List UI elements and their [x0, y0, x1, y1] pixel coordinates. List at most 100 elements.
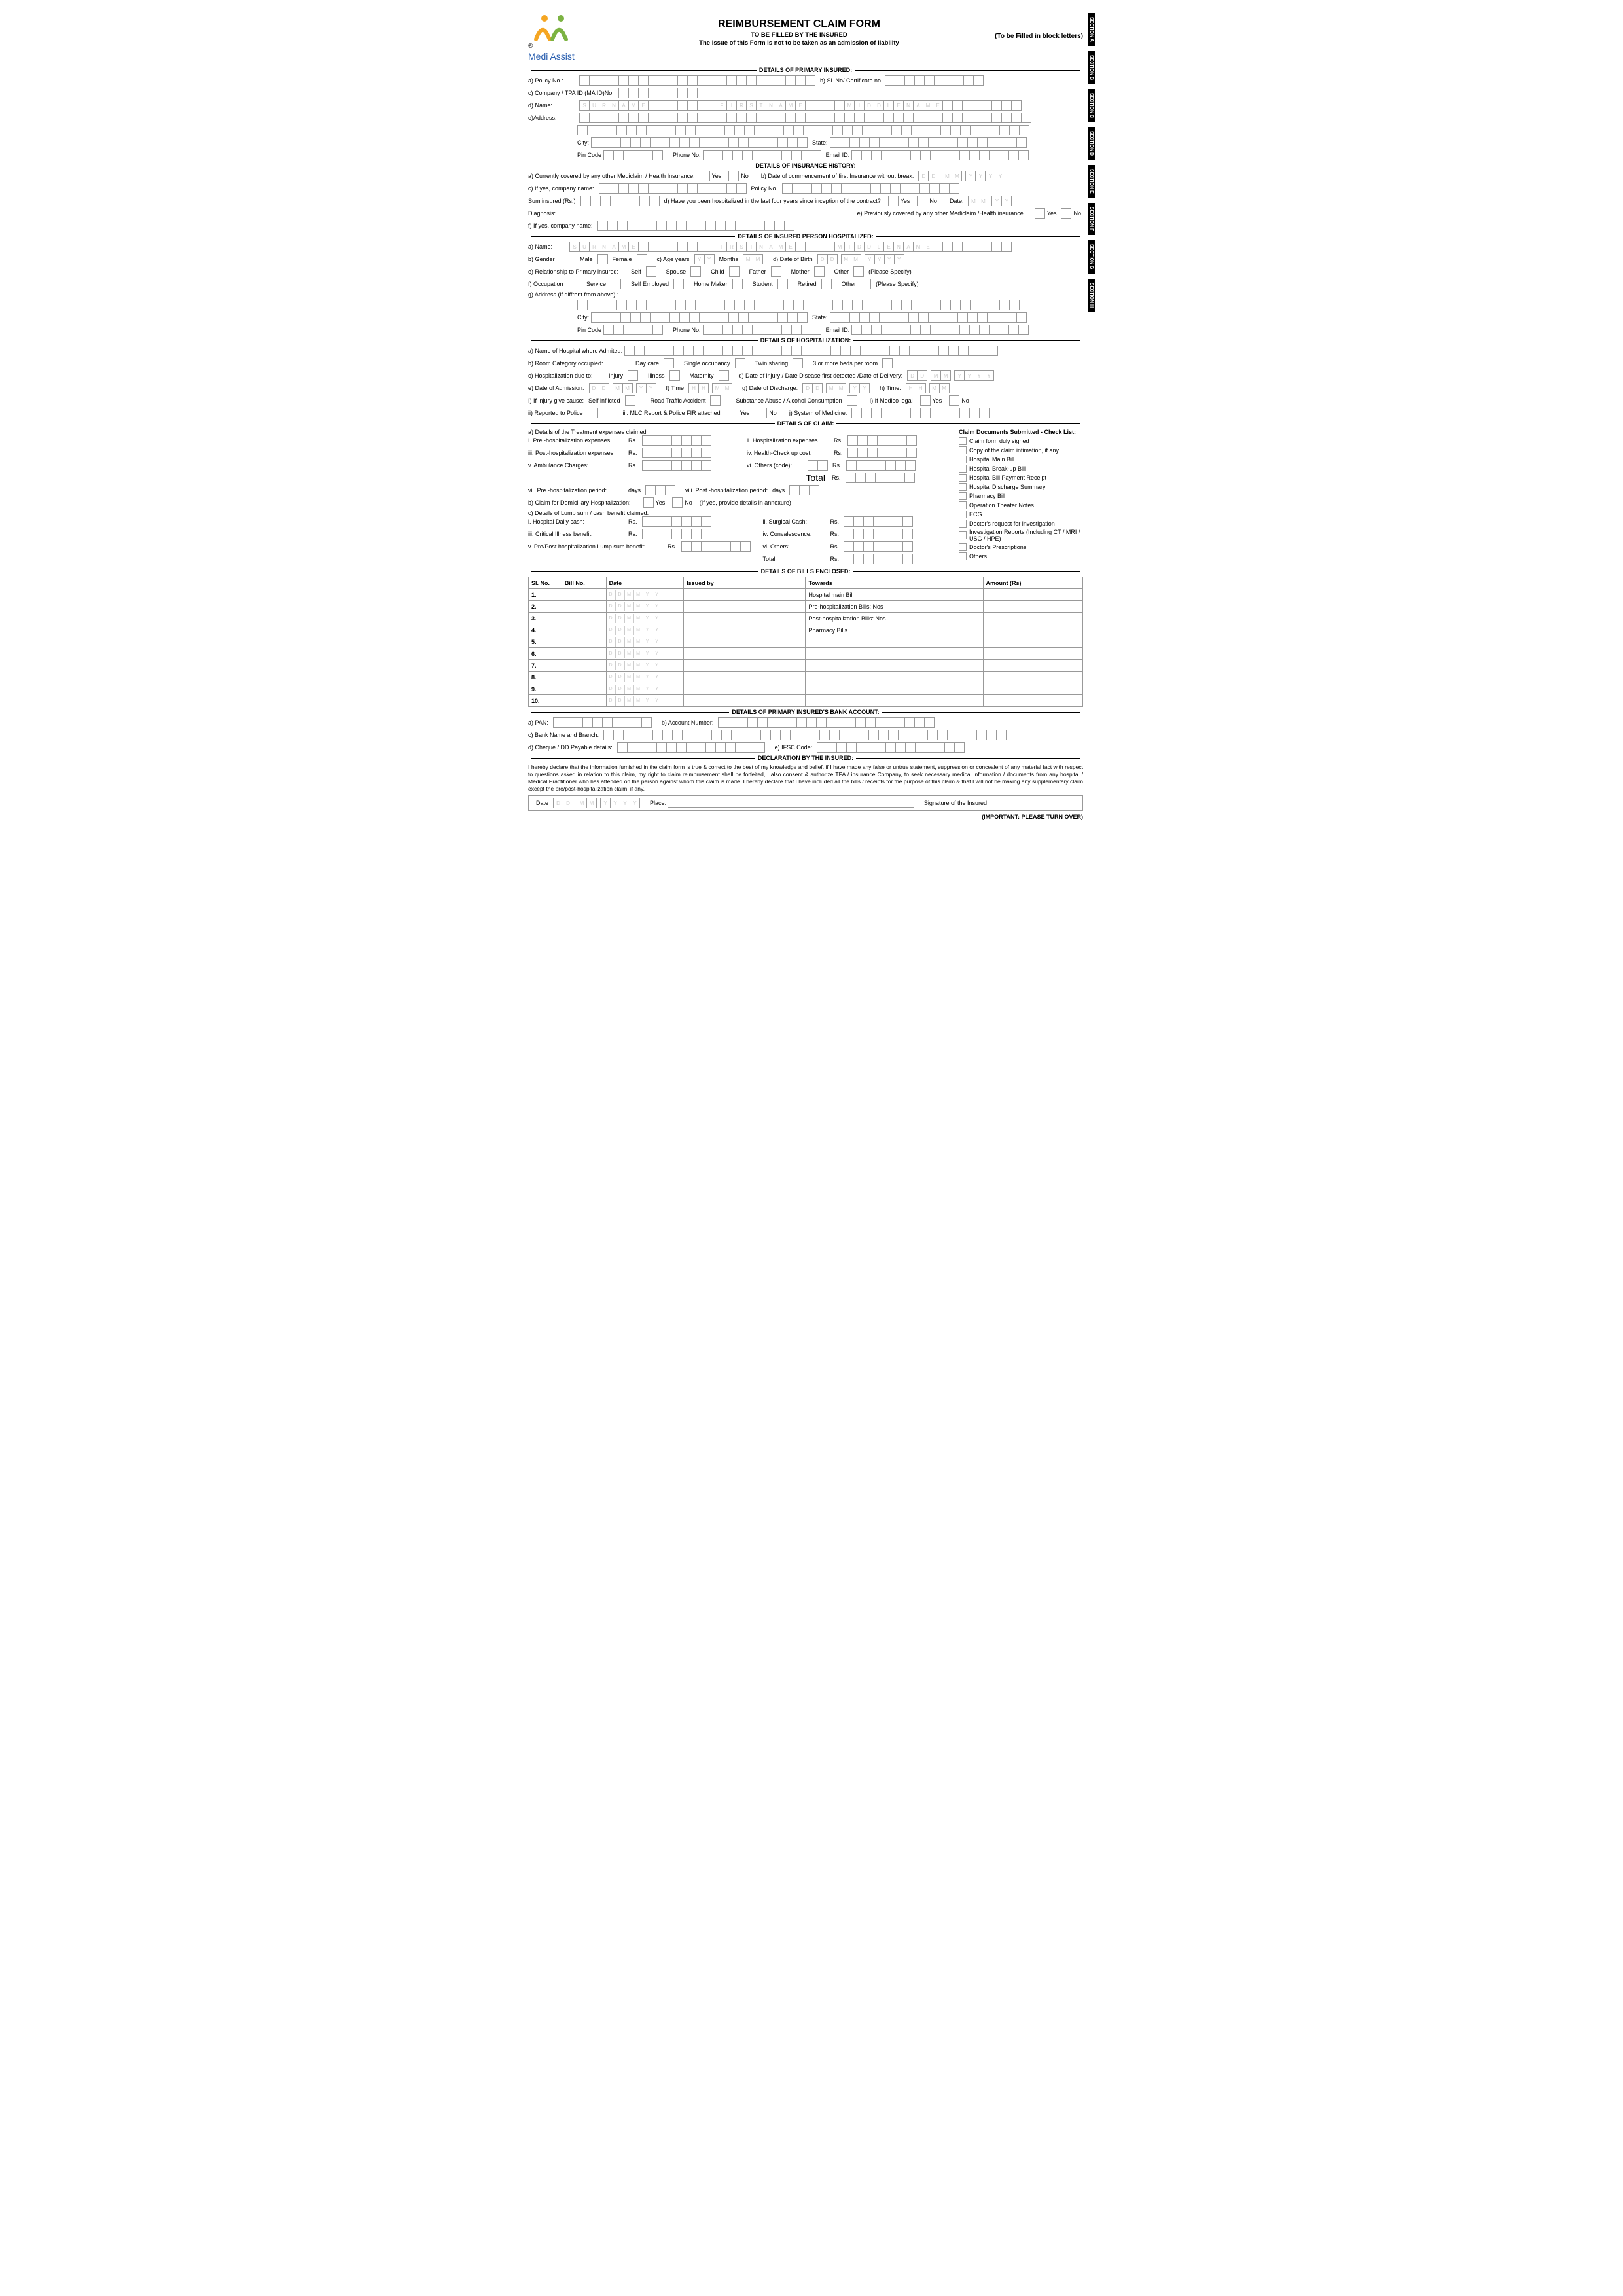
logo-text: Medi Assist [528, 51, 607, 62]
checklist-box[interactable] [959, 465, 967, 473]
divider-declaration: DECLARATION BY THE INSURED: [528, 755, 1083, 761]
tab: SECTION H [1088, 279, 1095, 312]
label-hist-date: Date: [950, 198, 964, 204]
logo: ® Medi Assist [528, 13, 607, 62]
addr2-boxes[interactable] [577, 125, 1029, 135]
label-hist-e: e) Previously covered by any other Medic… [857, 210, 1030, 217]
hist-f-boxes[interactable] [597, 221, 794, 231]
bills-table: Sl. No.Bill No.DateIssued byTowardsAmoun… [528, 577, 1083, 707]
page-title: REIMBURSEMENT CLAIM FORM [607, 18, 991, 30]
gender-female[interactable] [637, 254, 647, 264]
label-hist-a: a) Currently covered by any other Medicl… [528, 173, 695, 179]
checklist-box[interactable] [959, 483, 967, 491]
hist-date-boxes[interactable]: MMYY [968, 196, 1011, 206]
label-name: d) Name: [528, 102, 577, 109]
label-city: City: [577, 139, 589, 146]
block-letters-note: (To be Filled in block letters) [991, 13, 1083, 40]
footer-note: (IMPORTANT: PLEASE TURN OVER) [528, 814, 1083, 820]
phone-boxes[interactable] [703, 150, 821, 160]
checklist-box[interactable] [959, 552, 967, 560]
divider-hospitalization: DETAILS OF HOSPITALIZATION: [528, 337, 1083, 344]
tab: SECTION G [1088, 240, 1095, 274]
city-boxes[interactable] [591, 137, 807, 148]
label-hosp-a: a) Name of Hospital where Admited: [528, 348, 622, 354]
label-hosp-c: c) Hospitalization due to: [528, 372, 607, 379]
label-hist-d: d) Have you been hospitalized in the las… [664, 198, 881, 204]
logo-icon [528, 13, 587, 43]
checklist-box[interactable] [959, 474, 967, 482]
tab: SECTION C [1088, 89, 1095, 122]
email-boxes[interactable] [851, 150, 1028, 160]
label-company: c) Company / TPA ID (MA ID)No: [528, 90, 614, 96]
declaration-text: I hereby declare that the information fu… [528, 764, 1083, 793]
label-hp-g: g) Address (if diffrent from above) : [528, 291, 618, 298]
hist-a-no[interactable] [728, 171, 739, 181]
checklist: Claim Documents Submitted - Check List: … [959, 429, 1083, 566]
label-email: Email ID: [826, 152, 850, 158]
sub-title: TO BE FILLED BY THE INSURED [607, 31, 991, 39]
checklist-box[interactable] [959, 511, 967, 518]
label-hist-b: b) Date of commencement of first Insuran… [761, 173, 914, 179]
tab: SECTION D [1088, 127, 1095, 160]
label-hosp-b: b) Room Category occupied: [528, 360, 623, 367]
label-si-no: b) Sl. No/ Certificate no. [820, 77, 883, 84]
label-phone: Phone No: [673, 152, 701, 158]
label-hosp-ii: ii) Reported to Police [528, 410, 583, 416]
tab: SECTION A [1088, 13, 1095, 46]
place-input[interactable] [668, 798, 914, 808]
label-hist-c: c) If yes, company name: [528, 185, 594, 192]
header: ® Medi Assist REIMBURSEMENT CLAIM FORM T… [528, 13, 1083, 62]
label-hp-f: f) Occupation [528, 281, 574, 287]
checklist-box[interactable] [959, 492, 967, 500]
label-dob: d) Date of Birth [773, 256, 813, 262]
hist-a-yes[interactable] [700, 171, 710, 181]
divider-hospitalized: DETAILS OF INSURED PERSON HOSPITALIZED: [528, 233, 1083, 240]
tab: SECTION F [1088, 203, 1095, 235]
addr1-boxes[interactable] [579, 113, 1031, 123]
company-boxes[interactable] [618, 88, 717, 98]
hist-e-no[interactable] [1061, 208, 1071, 219]
divider-bank: DETAILS OF PRIMARY INSURED'S BANK ACCOUN… [528, 709, 1083, 715]
label-hp-b: b) Gender [528, 256, 567, 262]
label-hist-policy: Policy No. [751, 185, 778, 192]
policy-boxes[interactable] [579, 75, 815, 86]
label-pin: Pin Code [577, 152, 601, 158]
hist-d-yes[interactable] [888, 196, 899, 206]
section-tabs: SECTION A SECTION B SECTION C SECTION D SECT… [1088, 13, 1095, 317]
checklist-box[interactable] [959, 456, 967, 463]
label-hp-e: e) Relationship to Primary insured: [528, 268, 618, 275]
label-state: State: [812, 139, 828, 146]
hist-e-yes[interactable] [1035, 208, 1045, 219]
pin-boxes[interactable] [603, 150, 662, 160]
gender-male[interactable] [597, 254, 608, 264]
checklist-box[interactable] [959, 501, 967, 509]
hist-d-no[interactable] [917, 196, 927, 206]
claim-a-title: a) Details of the Treatment expenses cla… [528, 429, 950, 435]
divider-bills: DETAILS OF BILLS ENCLOSED: [528, 568, 1083, 575]
checklist-box[interactable] [959, 446, 967, 454]
label-hist-f: f) If yes, company name: [528, 223, 593, 229]
name-boxes[interactable]: SURNAMEFIRSTNAMEMIDDLENAME [579, 100, 1021, 111]
hist-c-boxes[interactable] [599, 183, 746, 194]
checklist-box[interactable] [959, 531, 967, 539]
checklist-box[interactable] [959, 437, 967, 445]
checklist-box[interactable] [959, 543, 967, 551]
hp-name-boxes[interactable]: SURNAMEFIRSTNAMEMIDDLENAME [569, 242, 1011, 252]
hist-b-date[interactable]: DDMMYYYY [918, 171, 1005, 181]
label-address: e)Address: [528, 115, 577, 121]
tab: SECTION B [1088, 51, 1095, 84]
label-hosp-injury: I) If injury give cause: [528, 397, 584, 404]
hist-policy-boxes[interactable] [782, 183, 959, 194]
label-hist-sum: Sum insured (Rs.) [528, 198, 576, 204]
label-hp-c: c) Age years [657, 256, 690, 262]
label-hosp-e: e) Date of Admission: [528, 385, 584, 391]
state-boxes[interactable] [830, 137, 1026, 148]
sub-title2: The issue of this Form is not to be take… [607, 39, 991, 46]
divider-claim: DETAILS OF CLAIM: [528, 420, 1083, 427]
hist-sum-boxes[interactable] [580, 196, 659, 206]
tab: SECTION E [1088, 165, 1095, 198]
sino-boxes[interactable] [885, 75, 983, 86]
divider-insurance-history: DETAILS OF INSURANCE HISTORY: [528, 162, 1083, 169]
checklist-box[interactable] [959, 520, 967, 528]
label-policy: a) Policy No.: [528, 77, 577, 84]
